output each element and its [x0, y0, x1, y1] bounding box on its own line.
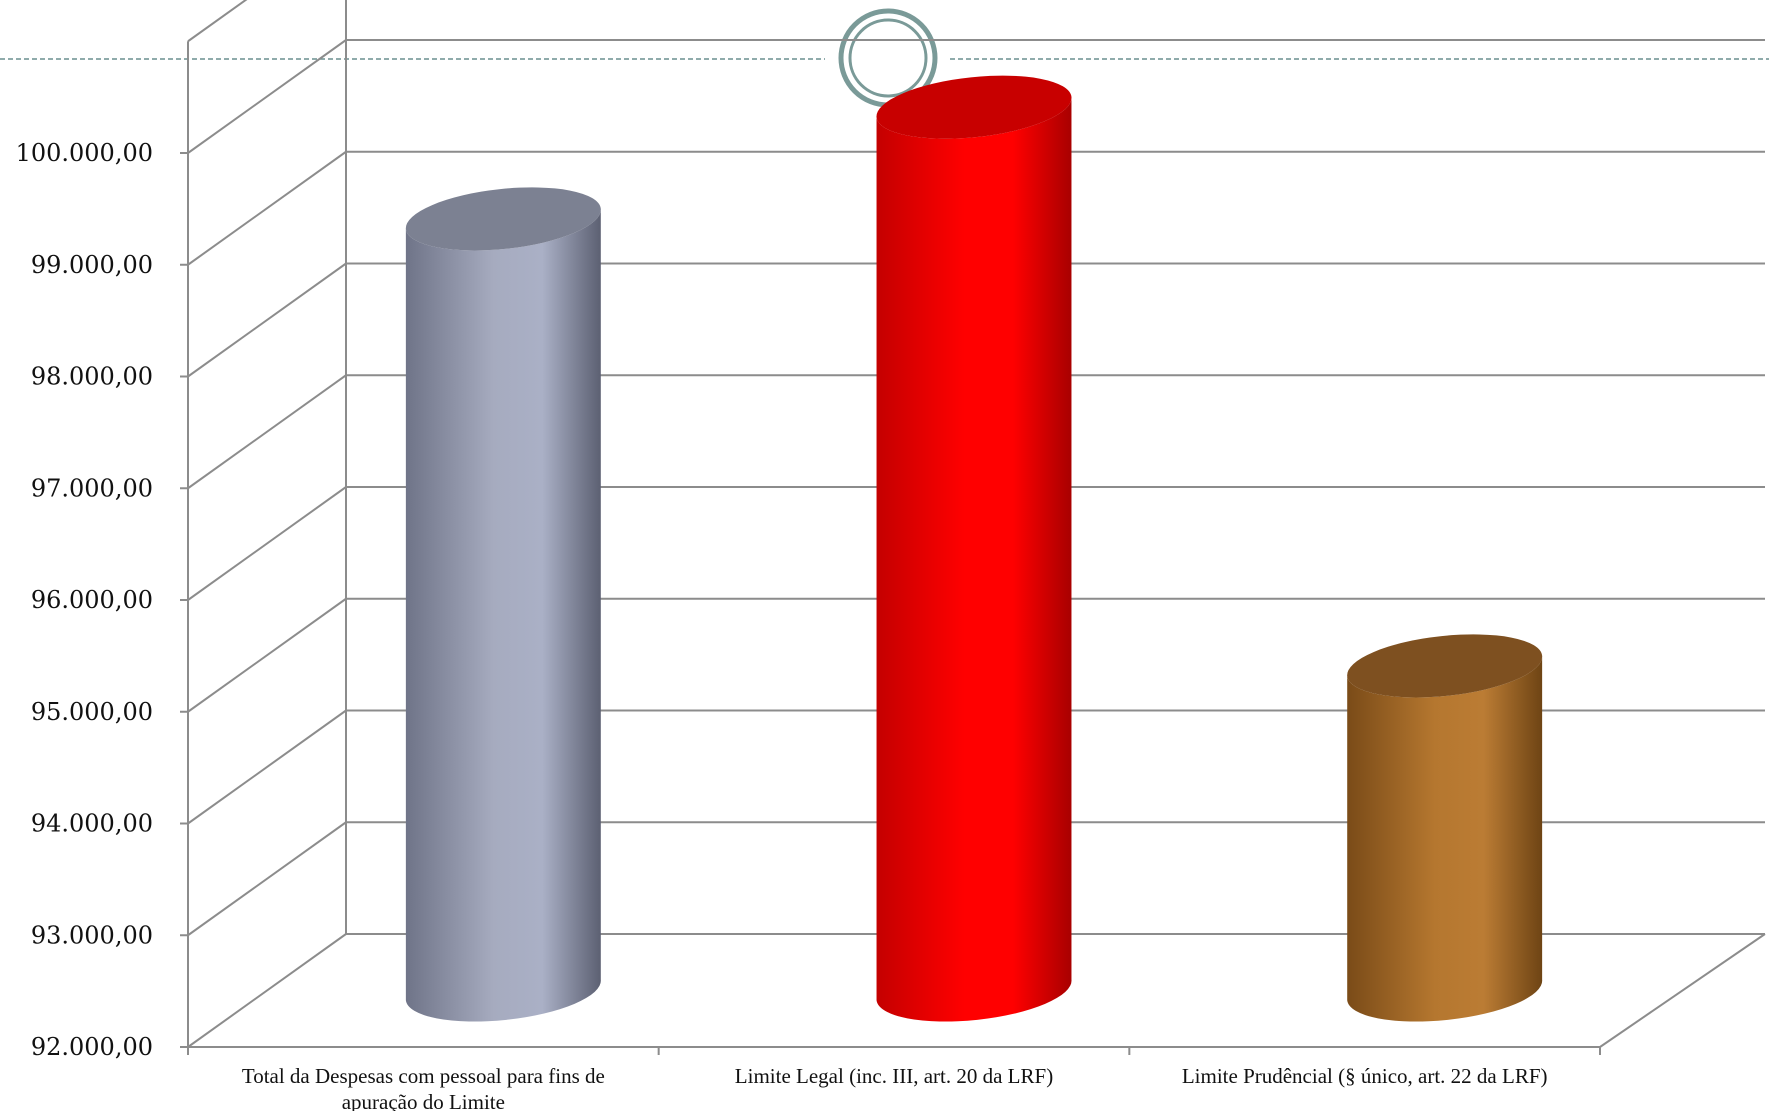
bar-body [876, 96, 1072, 1022]
x-category-label: Total da Despesas com pessoal para fins … [242, 1064, 605, 1111]
bar [1347, 634, 1543, 1022]
y-tick-label: 100.000,00 [16, 139, 153, 167]
y-tick-label: 92.000,00 [31, 1033, 153, 1061]
y-axis-tick-labels: 92.000,00 93.000,00 94.000,00 95.000,00 96.0… [16, 139, 1601, 1061]
bar-body [1347, 655, 1543, 1022]
bar-body [405, 208, 601, 1022]
bar [405, 187, 601, 1022]
floor-right-edge [1599, 933, 1766, 1048]
y-tick-label: 99.000,00 [31, 251, 153, 279]
y-tick-label: 97.000,00 [31, 474, 153, 502]
bar-top-cap [876, 75, 1072, 139]
bars [405, 75, 1543, 1022]
x-category-label: Limite Prudêncial (§ único, art. 22 da L… [1182, 1064, 1548, 1088]
y-tick-label: 94.000,00 [31, 810, 153, 838]
y-tick-label: 95.000,00 [31, 698, 153, 726]
bar-top-cap [405, 187, 601, 251]
bar-top-cap [1347, 634, 1543, 698]
gridline [187, 39, 1765, 154]
x-category-label: Limite Legal (inc. III, art. 20 da LRF) [735, 1064, 1053, 1088]
y-tick-label: 96.000,00 [31, 586, 153, 614]
y-tick-label: 93.000,00 [31, 921, 153, 949]
bar [876, 75, 1072, 1022]
y-tick-label: 98.000,00 [31, 363, 153, 391]
gridline [187, 0, 248, 43]
x-axis-category-labels: Total da Despesas com pessoal para fins … [242, 1064, 1548, 1111]
